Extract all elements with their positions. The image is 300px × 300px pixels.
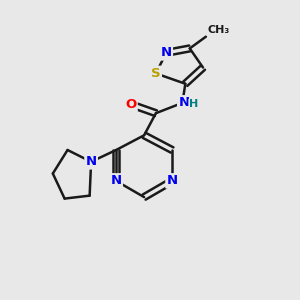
- Text: N: N: [85, 155, 97, 168]
- Text: N: N: [160, 46, 172, 59]
- Text: H: H: [189, 99, 198, 110]
- Text: N: N: [111, 174, 122, 188]
- Text: N: N: [167, 174, 178, 188]
- Text: N: N: [178, 96, 189, 110]
- Text: O: O: [125, 98, 136, 111]
- Text: CH₃: CH₃: [207, 26, 230, 35]
- Text: S: S: [151, 67, 161, 80]
